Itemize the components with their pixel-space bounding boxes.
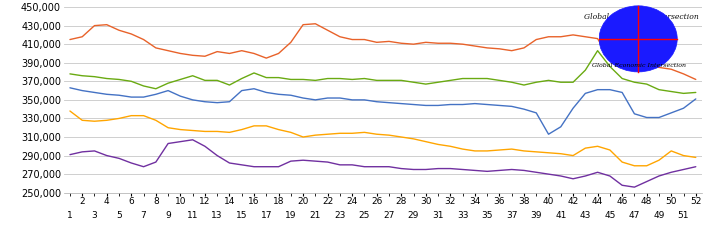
Circle shape [599,6,677,72]
Text: Global Economic Intersection: Global Economic Intersection [593,63,686,68]
Text: Global Economic Intersection: Global Economic Intersection [584,13,698,21]
